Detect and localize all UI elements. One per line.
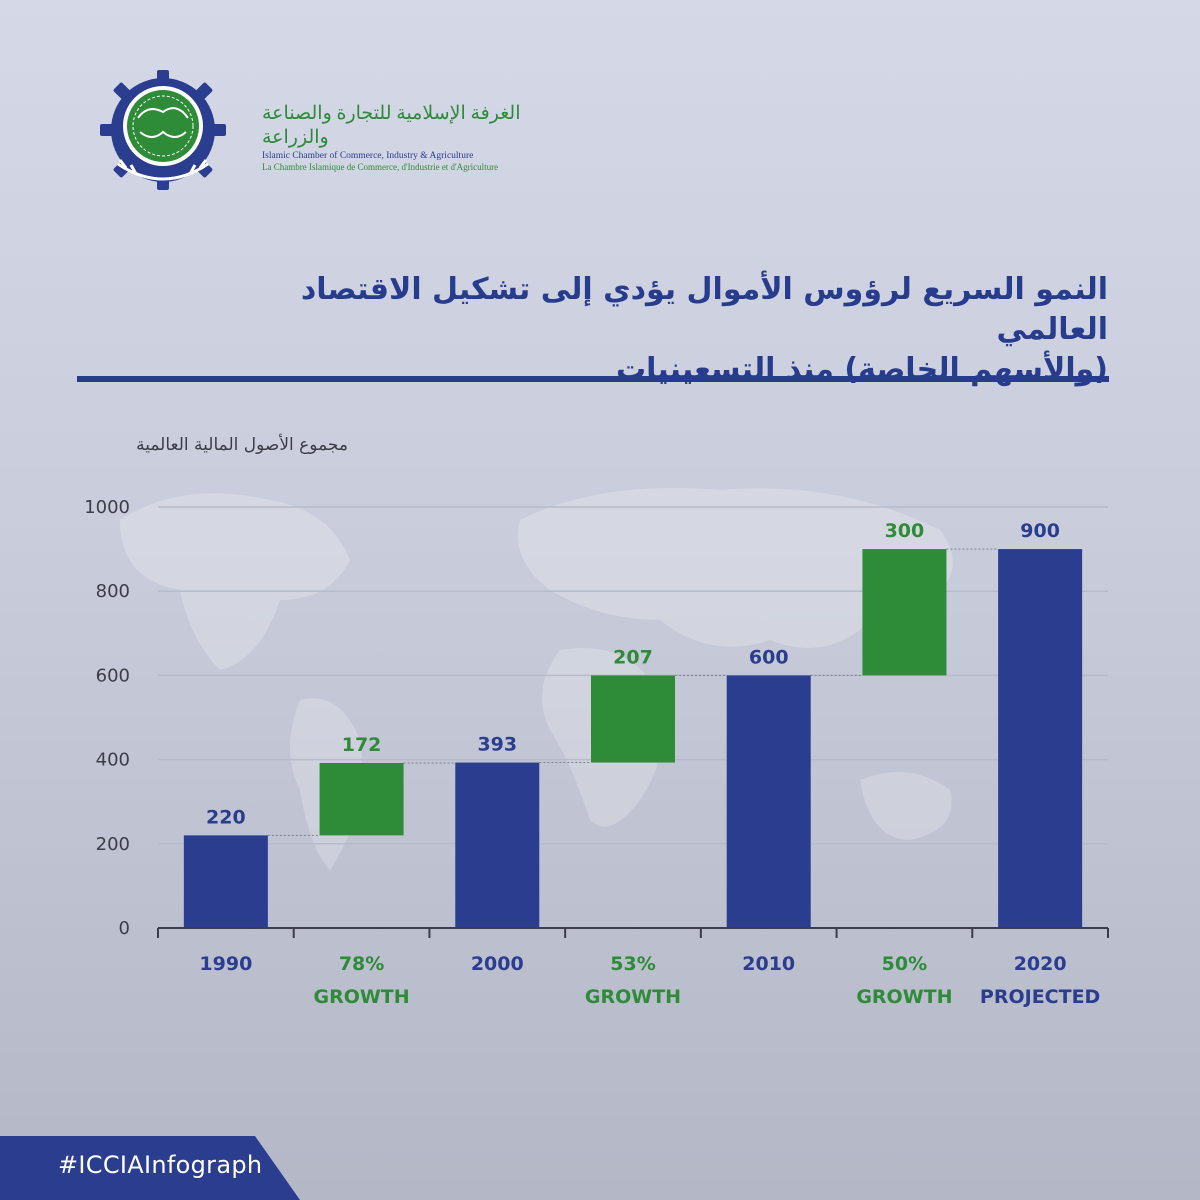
bar-value-label: 300 [885,520,925,542]
x-category-label: 2010 [742,953,795,975]
org-name-english: Islamic Chamber of Commerce, Industry & … [262,151,474,161]
x-category-label: 78% [339,953,384,975]
org-name-french: La Chambre Islamique de Commerce, d'Indu… [262,162,499,172]
title-line-1: النمو السريع لرؤوس الأموال يؤدي إلى تشكي… [300,272,1108,347]
x-axis [157,927,1109,938]
organization-name: الغرفة الإسلامية للتجارة والصناعة والزرا… [262,102,562,173]
chart-bars: 220 172 393 207 600 300 900 [183,520,1083,928]
growth-bar [319,762,404,836]
x-category-label: GROWTH [313,986,409,1008]
y-tick-label: 800 [96,581,130,602]
hashtag-tab [0,1136,300,1200]
x-axis-labels: 1990 78% GROWTH 2000 53% GROWTH 2010 50% GROWTH 2… [199,953,1100,1008]
bar-value-label: 207 [613,646,653,668]
org-name-arabic: الغرفة الإسلامية للتجارة والصناعة والزرا… [262,103,521,148]
x-category-label: 2000 [471,953,524,975]
x-category-label: 53% [610,953,655,975]
y-tick-label: 600 [96,665,130,686]
total-bar [455,762,540,928]
bar-value-label: 600 [749,646,789,668]
y-axis-label: مجموع الأصول المالية العالمية [136,435,348,455]
total-bar [183,835,268,928]
total-bar [998,549,1083,928]
y-tick-label: 400 [96,750,130,771]
bar-value-label: 220 [206,806,246,828]
growth-bar [591,675,675,763]
x-category-label: GROWTH [856,986,952,1008]
bar-value-label: 393 [477,734,517,756]
icci-logo [100,70,226,190]
y-tick-label: 0 [119,918,130,939]
growth-bar [862,549,947,676]
hashtag-label: #ICCIAInfograph [58,1151,263,1179]
x-category-label: 1990 [199,953,252,975]
y-tick-label: 200 [96,834,130,855]
bar-connectors [267,548,999,836]
title-divider [77,376,1109,382]
x-category-label: PROJECTED [980,986,1100,1008]
x-category-label: 2020 [1014,953,1067,975]
y-tick-label: 1000 [84,497,130,518]
total-bar [726,675,811,928]
bar-value-label: 900 [1020,520,1060,542]
y-axis-ticks: 0 200 400 600 800 1000 [84,497,130,939]
x-category-label: 50% [882,953,927,975]
bar-value-label: 172 [342,734,382,756]
x-category-label: GROWTH [585,986,681,1008]
